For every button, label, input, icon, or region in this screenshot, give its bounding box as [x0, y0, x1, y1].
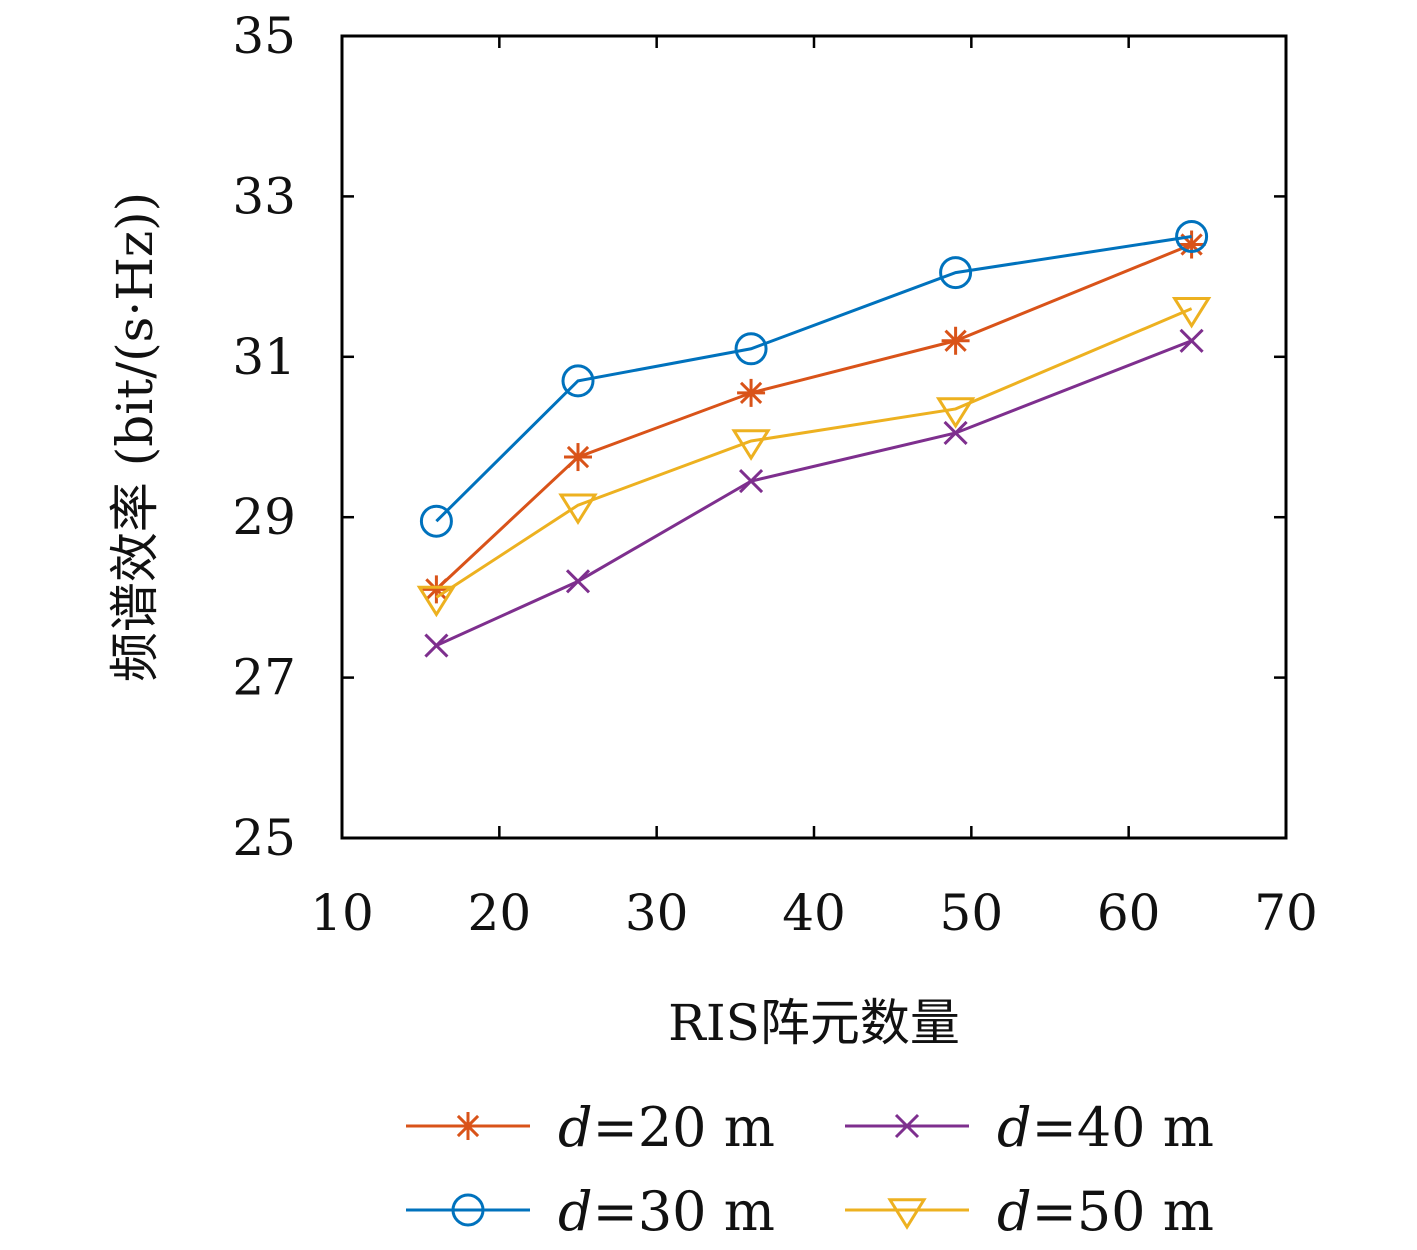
y-tick-label: 35	[232, 7, 296, 65]
legend-label-rest: =50 m	[1032, 1180, 1214, 1243]
data-point	[558, 493, 598, 526]
data-point	[419, 504, 453, 538]
legend-entry: d=40 m	[845, 1096, 1214, 1159]
legend-label: d=30 m	[558, 1180, 775, 1243]
x-tick-label: 60	[1097, 884, 1161, 942]
x-tick-label: 70	[1254, 884, 1318, 942]
data-point	[1177, 230, 1206, 259]
data-point	[939, 256, 973, 290]
data-point	[731, 429, 771, 461]
series-1	[422, 230, 1206, 604]
legend-marker	[454, 1112, 482, 1140]
series-4	[416, 296, 1212, 618]
legend-label-var: d	[997, 1096, 1032, 1159]
legend-label-var: d	[558, 1180, 593, 1243]
x-tick-label: 40	[782, 884, 846, 942]
data-point	[1171, 296, 1212, 329]
data-point	[564, 443, 592, 472]
legend-entry: d=50 m	[845, 1180, 1214, 1243]
y-tick-label: 27	[232, 649, 296, 707]
axes-frame	[340, 34, 1288, 840]
axis-ticks	[340, 34, 1288, 840]
legend-label-rest: =30 m	[593, 1180, 775, 1243]
legend-label-var: d	[558, 1096, 593, 1159]
data-point	[935, 397, 976, 429]
legend-entry: d=30 m	[406, 1180, 775, 1243]
series-line	[435, 307, 1193, 599]
data-point	[1175, 220, 1209, 253]
legend-entry: d=20 m	[406, 1096, 775, 1159]
tick-labels: 10 20 30 40 50 60 70 25 27 29 31 33 35	[232, 7, 1317, 942]
legend-label: d=40 m	[997, 1096, 1214, 1159]
legend-marker	[894, 1113, 920, 1139]
y-tick-label: 31	[232, 328, 296, 386]
series-line	[435, 243, 1193, 591]
series-line	[435, 235, 1192, 523]
legend-label-var: d	[997, 1180, 1032, 1243]
data-point	[561, 364, 595, 398]
legend: d=20 md=30 md=40 md=50 m	[406, 1096, 1214, 1243]
y-tick-label: 29	[232, 488, 296, 546]
data-point	[422, 575, 451, 604]
series-line	[435, 339, 1193, 647]
legend-label: d=50 m	[997, 1180, 1214, 1243]
data-point	[424, 633, 449, 658]
x-tick-label: 20	[468, 884, 532, 942]
series-3	[424, 328, 1204, 658]
x-axis-title: RIS阵元数量	[668, 994, 960, 1052]
data-point	[565, 569, 591, 594]
plot-area	[416, 220, 1212, 658]
data-point	[739, 469, 764, 494]
legend-marker	[887, 1198, 927, 1230]
data-point	[941, 326, 970, 355]
y-axis-title: 频谱效率 (bit/(s·Hz))	[106, 192, 164, 682]
series-2	[419, 220, 1209, 538]
data-point	[416, 585, 457, 618]
legend-label: d=20 m	[558, 1096, 775, 1159]
x-tick-label: 10	[310, 884, 374, 942]
legend-label-rest: =40 m	[1032, 1096, 1214, 1159]
y-tick-label: 33	[232, 167, 296, 225]
legend-label-rest: =20 m	[593, 1096, 775, 1159]
legend-marker	[451, 1193, 485, 1227]
data-point	[737, 378, 766, 407]
data-point	[734, 332, 768, 366]
data-point	[943, 420, 968, 446]
x-tick-label: 30	[625, 884, 689, 942]
data-point	[1179, 328, 1204, 353]
x-tick-label: 50	[940, 884, 1004, 942]
y-tick-label: 25	[232, 809, 296, 867]
